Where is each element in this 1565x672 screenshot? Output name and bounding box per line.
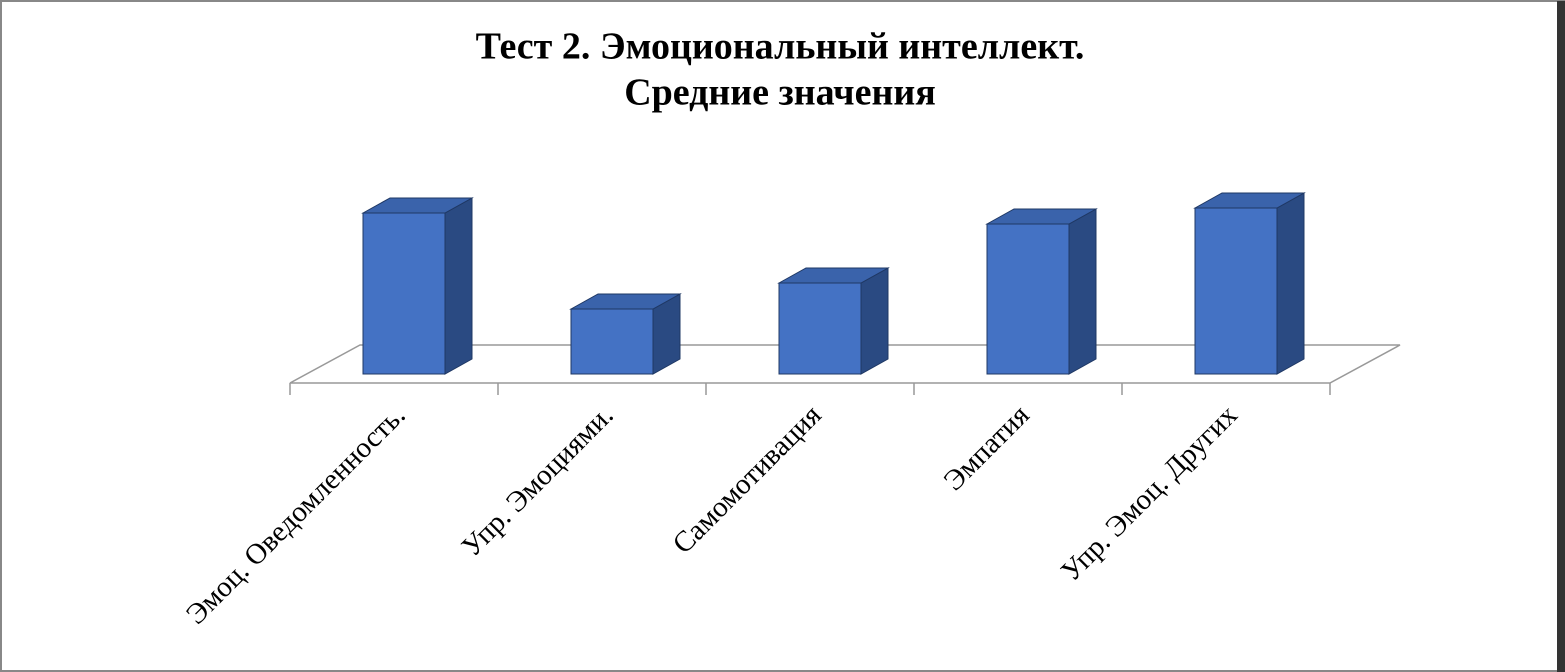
bar — [1193, 192, 1306, 375]
bar-side — [860, 267, 889, 375]
chart-title: Тест 2. Эмоциональный интеллект. — [476, 26, 1085, 68]
bar-side — [1068, 208, 1097, 375]
chart-subtitle: Средние значения — [624, 72, 936, 114]
bar-side — [1276, 192, 1305, 375]
bar-front — [778, 282, 862, 375]
bar — [361, 197, 474, 375]
bar-front — [362, 212, 446, 375]
frame-edge — [1557, 1, 1565, 672]
bar-front — [986, 223, 1070, 375]
bar — [569, 293, 682, 375]
bar — [985, 208, 1098, 375]
bar-front — [570, 308, 654, 375]
bar — [777, 267, 890, 375]
bar-front — [1194, 207, 1278, 375]
bar-side — [444, 197, 473, 375]
